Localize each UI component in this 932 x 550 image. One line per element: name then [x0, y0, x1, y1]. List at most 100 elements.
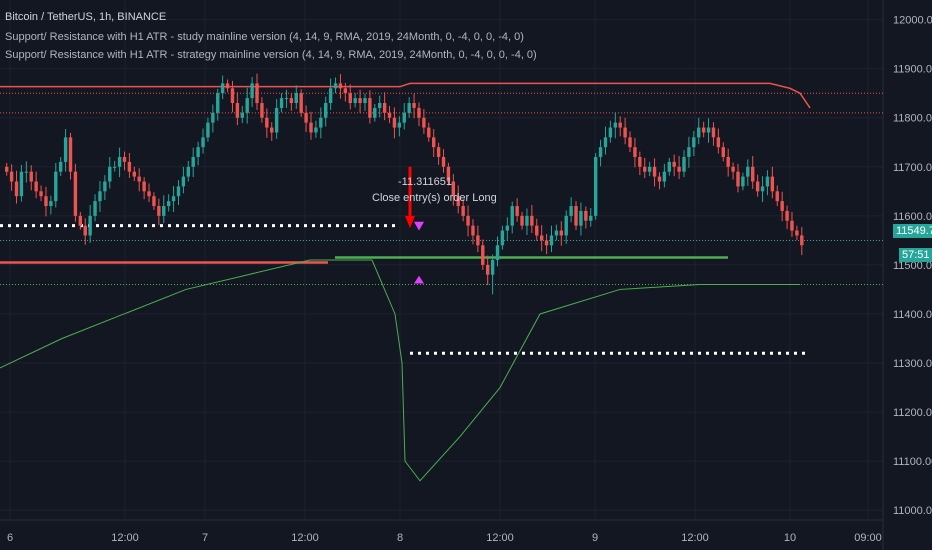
candle-body	[79, 216, 82, 226]
candle-body	[270, 128, 273, 133]
candle-body	[216, 93, 219, 113]
candle-body	[785, 211, 788, 221]
candle-body	[471, 226, 474, 236]
candle-body	[295, 93, 298, 103]
candle-body	[515, 206, 518, 216]
candle-body	[550, 235, 553, 245]
candle-body	[574, 206, 577, 226]
candle-body	[633, 147, 636, 157]
candle-body	[113, 167, 116, 168]
candle-body	[162, 206, 165, 216]
y-tick-label: 11200.00	[893, 407, 932, 419]
candle-body	[74, 172, 77, 216]
candle-body	[59, 162, 62, 172]
candle-body	[422, 118, 425, 128]
candle-body	[388, 113, 391, 118]
candle-body	[628, 137, 631, 147]
candle-body	[69, 137, 72, 171]
y-tick-label: 11400.00	[893, 309, 932, 321]
candle-body	[172, 196, 175, 201]
candle-body	[771, 177, 774, 192]
candle-body	[206, 123, 209, 138]
candle-body	[383, 103, 386, 113]
candle-body	[358, 98, 361, 103]
candle-body	[756, 182, 759, 192]
candle-body	[54, 172, 57, 201]
candle-body	[98, 191, 101, 201]
candle-body	[594, 157, 597, 216]
candle-body	[373, 108, 376, 118]
candle-body	[211, 113, 214, 123]
candle-body	[476, 235, 479, 245]
y-tick-label: 11600.00	[893, 211, 932, 223]
candle-body	[64, 137, 67, 162]
candle-body	[535, 226, 538, 236]
candle-body	[731, 167, 734, 172]
candle-body	[324, 103, 327, 118]
bar-countdown-tag: 57:51	[899, 248, 932, 262]
candle-body	[741, 177, 744, 187]
candle-body	[349, 93, 352, 103]
candle-body	[545, 240, 548, 245]
chart-grid	[0, 0, 883, 550]
candle-body	[491, 260, 494, 275]
candle-body	[712, 128, 715, 138]
candle-body	[717, 137, 720, 147]
candle-body	[103, 182, 106, 192]
candle-body	[618, 123, 621, 128]
candle-body	[49, 201, 52, 206]
trade-order-label: Close entry(s) order Long	[372, 192, 497, 204]
candle-body	[5, 167, 8, 172]
candle-body	[231, 88, 234, 103]
candle-body	[751, 167, 754, 182]
candle-body	[702, 128, 705, 133]
candle-body	[668, 162, 671, 172]
y-tick-label: 11300.00	[893, 358, 932, 370]
candle-body	[88, 216, 91, 236]
candle-body	[192, 157, 195, 167]
candle-body	[241, 113, 244, 118]
candle-body	[520, 216, 523, 226]
x-tick-label: 10	[784, 532, 796, 544]
candle-body	[167, 201, 170, 206]
candle-body	[334, 83, 337, 88]
candle-body	[604, 137, 607, 147]
candle-body	[697, 128, 700, 138]
candle-body	[30, 172, 33, 182]
candle-body	[93, 201, 96, 216]
candle-body	[177, 186, 180, 196]
candle-body	[407, 103, 410, 113]
exit-arrow-head	[405, 216, 415, 228]
candle-body	[726, 157, 729, 167]
trade-pnl-label: -11.311651	[398, 176, 452, 188]
candle-body	[653, 167, 656, 177]
study-indicator-label[interactable]: Support/ Resistance with H1 ATR - study …	[5, 31, 524, 43]
candle-body	[265, 118, 268, 128]
candle-body	[560, 231, 563, 236]
candle-body	[579, 211, 582, 226]
candle-body	[309, 123, 312, 133]
strategy-indicator-label[interactable]: Support/ Resistance with H1 ATR - strate…	[5, 49, 537, 61]
candle-body	[290, 98, 293, 103]
candle-body	[20, 172, 23, 197]
candle-body	[368, 98, 371, 118]
support-resistance-levels	[0, 83, 883, 480]
x-tick-label: 12:00	[486, 532, 514, 544]
candle-body	[128, 162, 131, 172]
y-tick-label: 11000.00	[893, 505, 932, 517]
candle-body	[133, 172, 136, 177]
candle-body	[540, 235, 543, 240]
x-tick-label: 09:00	[854, 532, 882, 544]
candle-body	[152, 196, 155, 206]
candle-body	[221, 83, 224, 93]
candle-body	[466, 216, 469, 226]
candle-body	[623, 128, 626, 138]
candle-body	[780, 201, 783, 211]
y-tick-label: 11900.00	[893, 64, 932, 76]
candle-body	[236, 103, 239, 118]
candle-body	[555, 231, 558, 236]
candle-body	[417, 108, 420, 118]
candle-body	[707, 128, 710, 133]
candle-body	[314, 128, 317, 133]
